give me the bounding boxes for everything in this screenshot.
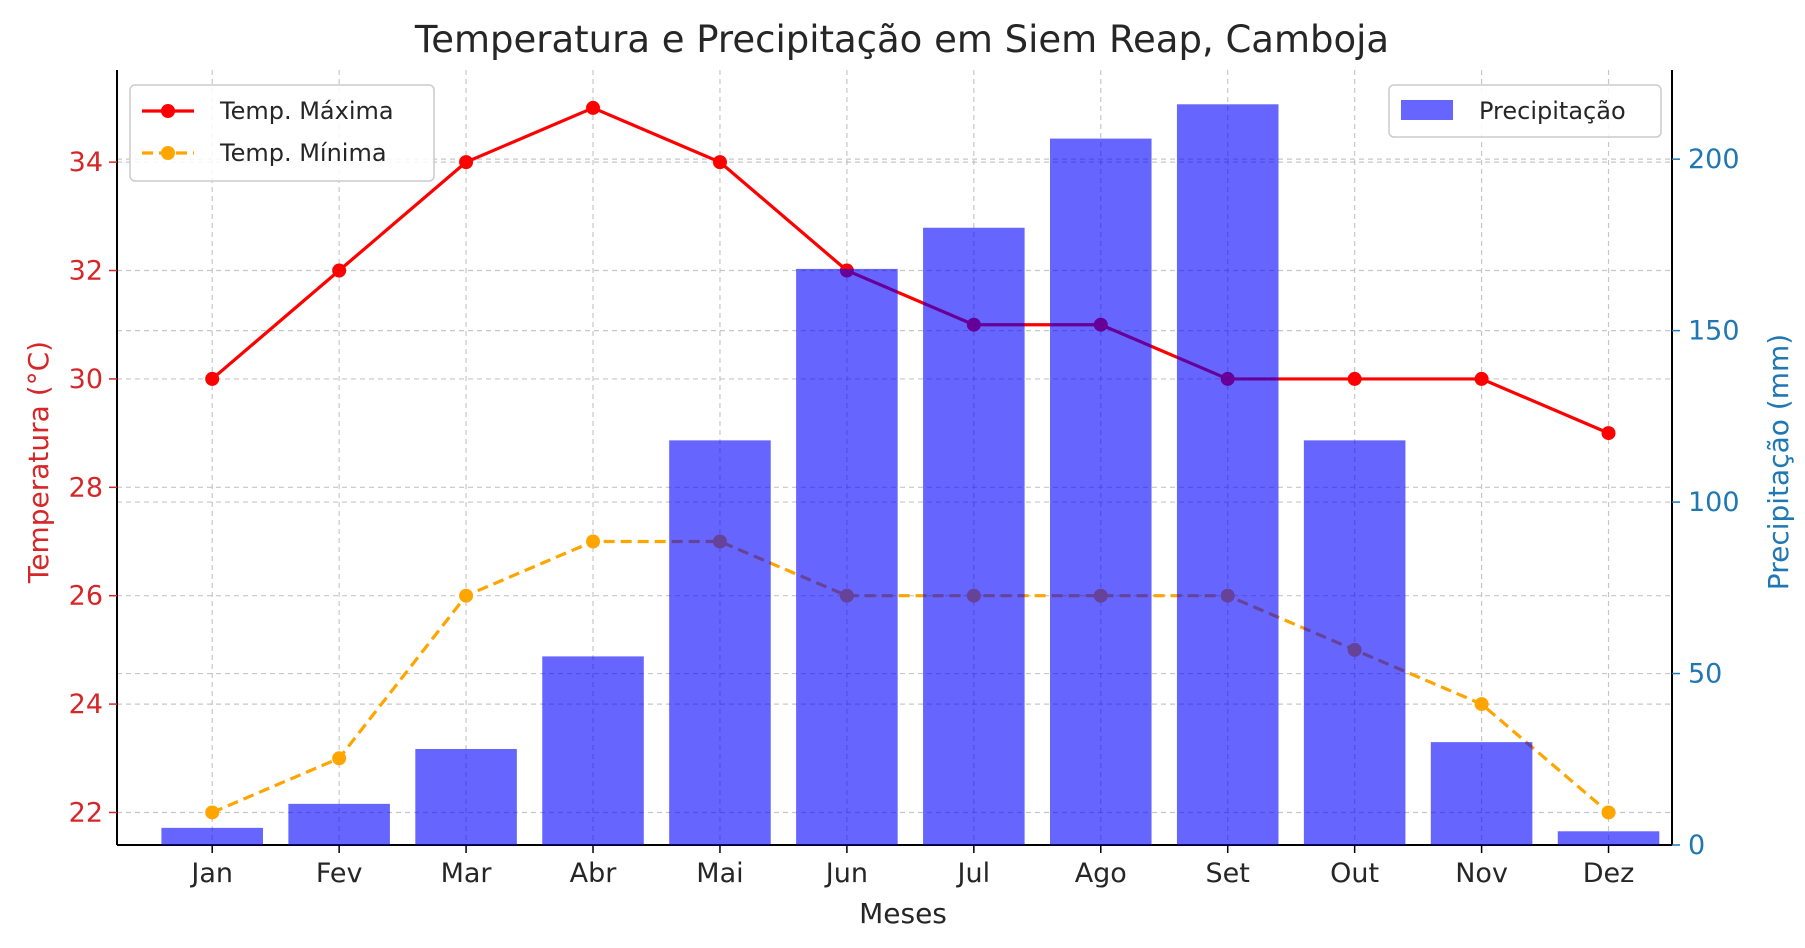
x-tick-label: Mai xyxy=(696,858,743,889)
y-left-tick-label: 34 xyxy=(69,147,103,178)
bar xyxy=(288,803,390,845)
legend-label: Precipitação xyxy=(1479,97,1626,125)
data-point xyxy=(332,751,347,766)
series-line xyxy=(211,539,1610,814)
data-point xyxy=(1601,805,1616,820)
bar xyxy=(1303,440,1406,845)
data-point xyxy=(712,155,727,170)
data-point xyxy=(1601,426,1616,441)
bar xyxy=(161,827,263,845)
bar xyxy=(923,227,1025,846)
bar xyxy=(415,748,517,845)
bar xyxy=(1557,831,1660,845)
legend-marker xyxy=(161,146,175,160)
y-right-tick-label: 200 xyxy=(1688,144,1740,175)
x-axis-label: Meses xyxy=(859,897,947,930)
legend-precipitation: Precipitação xyxy=(1388,84,1662,138)
bar xyxy=(1176,104,1279,845)
y-axis-left-label: Temperatura (°C) xyxy=(22,341,55,584)
axes: Jan Fev Mar Abr Mai Jun Jul Ago Set Out Nov Dez 22 24… xyxy=(69,70,1740,889)
legend-bar-swatch xyxy=(1401,100,1453,120)
y-left-tick-label: 24 xyxy=(69,689,103,720)
chart-title: Temperatura e Precipitação em Siem Reap,… xyxy=(414,18,1389,61)
data-point xyxy=(586,534,601,549)
x-tick-label: Out xyxy=(1330,858,1379,889)
series-line xyxy=(211,106,1610,435)
x-tick-label: Set xyxy=(1206,858,1250,889)
y-left-tick-label: 28 xyxy=(69,472,103,503)
data-point xyxy=(1347,371,1362,386)
legend-box xyxy=(1388,84,1662,138)
data-point xyxy=(459,588,474,603)
y-right-tick-label: 100 xyxy=(1688,487,1740,518)
data-point xyxy=(332,263,347,278)
x-tick-label: Jul xyxy=(956,858,991,889)
data-point xyxy=(459,155,474,170)
data-point xyxy=(1474,697,1489,712)
legend-temperature: Temp. Máxima Temp. Mínima xyxy=(129,84,435,182)
x-tick-label: Jan xyxy=(189,858,233,889)
legend-label: Temp. Mínima xyxy=(219,139,387,167)
y-left-tick-label: 32 xyxy=(69,256,103,287)
bar xyxy=(542,656,644,845)
data-point xyxy=(1474,371,1489,386)
bar xyxy=(1050,138,1152,845)
legend-marker xyxy=(161,104,175,118)
legend-box xyxy=(129,84,435,182)
bar xyxy=(796,268,898,845)
y-right-tick-label: 50 xyxy=(1688,659,1722,690)
data-point xyxy=(205,805,220,820)
y-right-tick-label: 150 xyxy=(1688,316,1740,347)
precipitation-bars xyxy=(161,104,1660,846)
y-left-tick-label: 22 xyxy=(69,797,103,828)
x-tick-label: Fev xyxy=(316,858,363,889)
x-tick-label: Nov xyxy=(1455,858,1508,889)
x-tick-label: Dez xyxy=(1583,858,1635,889)
bar xyxy=(1430,742,1533,845)
bar xyxy=(669,440,771,845)
y-right-tick-label: 0 xyxy=(1688,830,1705,861)
legend-label: Temp. Máxima xyxy=(219,97,394,125)
data-point xyxy=(205,371,220,386)
x-tick-label: Jun xyxy=(824,858,868,889)
data-point xyxy=(586,100,601,115)
y-left-tick-label: 30 xyxy=(69,364,103,395)
x-tick-label: Abr xyxy=(570,858,618,889)
y-axis-right-label: Precipitação (mm) xyxy=(1762,334,1795,590)
x-tick-label: Mar xyxy=(441,858,493,889)
x-tick-label: Ago xyxy=(1075,858,1127,889)
y-left-tick-label: 26 xyxy=(69,581,103,612)
